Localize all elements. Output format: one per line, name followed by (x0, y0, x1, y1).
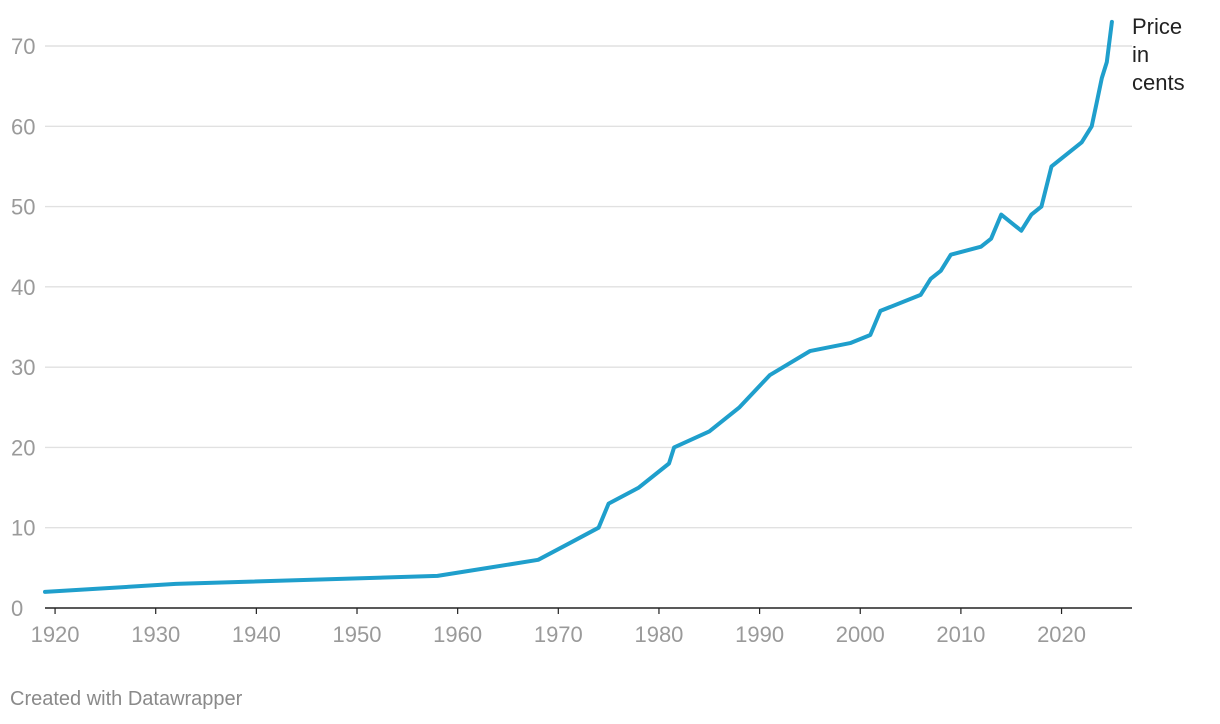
x-tick-label: 1960 (433, 622, 482, 647)
data-point (1090, 124, 1094, 128)
y-tick-label: 20 (11, 435, 35, 460)
data-point (1019, 229, 1023, 233)
data-point (672, 445, 676, 449)
data-point (737, 405, 741, 409)
line-chart: 0 10 20 30 40 50 60 70 1920 1930 1940 1950 1960 1970… (11, 14, 1185, 647)
data-point (667, 461, 671, 465)
data-point (808, 349, 812, 353)
x-tick-label: 1980 (634, 622, 683, 647)
y-tick-label: 0 (11, 596, 23, 621)
y-tick-label: 50 (11, 195, 35, 220)
y-tick-label: 10 (11, 516, 35, 541)
data-point (637, 485, 641, 489)
y-tick-label: 40 (11, 275, 35, 300)
data-point (1039, 204, 1043, 208)
data-point (596, 526, 600, 530)
data-point (979, 245, 983, 249)
datawrapper-credit: Created with Datawrapper (10, 688, 243, 710)
x-tick-label: 1920 (31, 622, 80, 647)
x-tick-label: 1970 (534, 622, 583, 647)
y-axis-ticks: 0 10 20 30 40 50 60 70 (11, 34, 35, 621)
data-point (929, 277, 933, 281)
data-point (1105, 60, 1109, 64)
y-tick-label: 30 (11, 355, 35, 380)
x-tick-label: 1940 (232, 622, 281, 647)
data-point (1080, 140, 1084, 144)
data-point (949, 253, 953, 257)
x-tick-label: 1950 (333, 622, 382, 647)
data-point (566, 542, 570, 546)
data-point (989, 237, 993, 241)
data-point (1049, 164, 1053, 168)
x-tick-label: 1990 (735, 622, 784, 647)
series-layer: Price in cents (43, 14, 1185, 594)
data-point (435, 574, 439, 578)
x-tick-label: 2010 (936, 622, 985, 647)
x-axis-ticks: 1920 1930 1940 1950 1960 1970 1980 1990 2000 2010… (31, 608, 1086, 647)
data-point (939, 269, 943, 273)
data-point (174, 582, 178, 586)
series-label: in (1132, 42, 1149, 67)
x-tick-label: 2020 (1037, 622, 1086, 647)
series-line-price (43, 19, 1114, 594)
data-point (486, 566, 490, 570)
y-tick-label: 70 (11, 34, 35, 59)
data-point (868, 333, 872, 337)
data-point (999, 212, 1003, 216)
data-point (1110, 20, 1114, 24)
data-point (707, 429, 711, 433)
data-point (1100, 76, 1104, 80)
data-point (848, 341, 852, 345)
data-point (878, 309, 882, 313)
data-point (1029, 212, 1033, 216)
series-label: Price (1132, 14, 1182, 39)
y-tick-label: 60 (11, 114, 35, 139)
x-tick-label: 1930 (131, 622, 180, 647)
data-point (536, 558, 540, 562)
grid-lines (45, 45, 1132, 609)
x-tick-label: 2000 (836, 622, 885, 647)
data-point (768, 373, 772, 377)
data-point (1095, 100, 1099, 104)
data-point (606, 501, 610, 505)
data-point (43, 590, 47, 594)
data-point (918, 293, 922, 297)
series-label: cents (1132, 70, 1185, 95)
